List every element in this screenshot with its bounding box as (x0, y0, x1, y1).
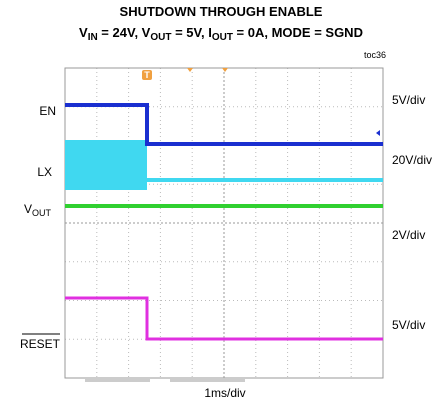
scale-label: 20V/div (392, 153, 432, 167)
marker (187, 68, 228, 72)
trigger-marker-box (142, 70, 152, 80)
lx-switching (65, 140, 147, 190)
bar (85, 379, 150, 382)
reset-trace (65, 296, 383, 341)
subtitle-part: V (79, 25, 88, 40)
label-sub: OUT (32, 208, 52, 218)
subscript: OUT (150, 32, 171, 43)
subtitle-part: = 24V, V (98, 25, 151, 40)
ref-marker (376, 130, 380, 136)
screen-border (64, 67, 384, 379)
scale-label: 5V/div (392, 318, 425, 332)
title: SHUTDOWN THROUGH ENABLE (120, 4, 323, 19)
subtitle: VIN = 24V, VOUT = 5V, IOUT = 0A, MODE = … (79, 25, 363, 43)
figure-id: toc36 (364, 50, 386, 60)
channel-label: EN (39, 104, 56, 118)
trigger-marker: T (144, 70, 150, 80)
channel-label: VOUT (24, 202, 52, 218)
channel-label: LX (37, 165, 52, 179)
subtitle-part: = 0A, MODE = SGND (233, 25, 363, 40)
label-main: V (24, 202, 32, 216)
scale-label: 2V/div (392, 228, 425, 242)
subtitle-part: = 5V, I (171, 25, 211, 40)
scale-label: 5V/div (392, 93, 425, 107)
subscript: IN (88, 32, 98, 43)
bar (170, 379, 245, 382)
en-trace (65, 103, 383, 146)
time-scale: 1ms/div (204, 386, 245, 400)
channel-label: RESET (20, 337, 61, 351)
subscript: OUT (212, 32, 233, 43)
graticule (65, 68, 383, 378)
